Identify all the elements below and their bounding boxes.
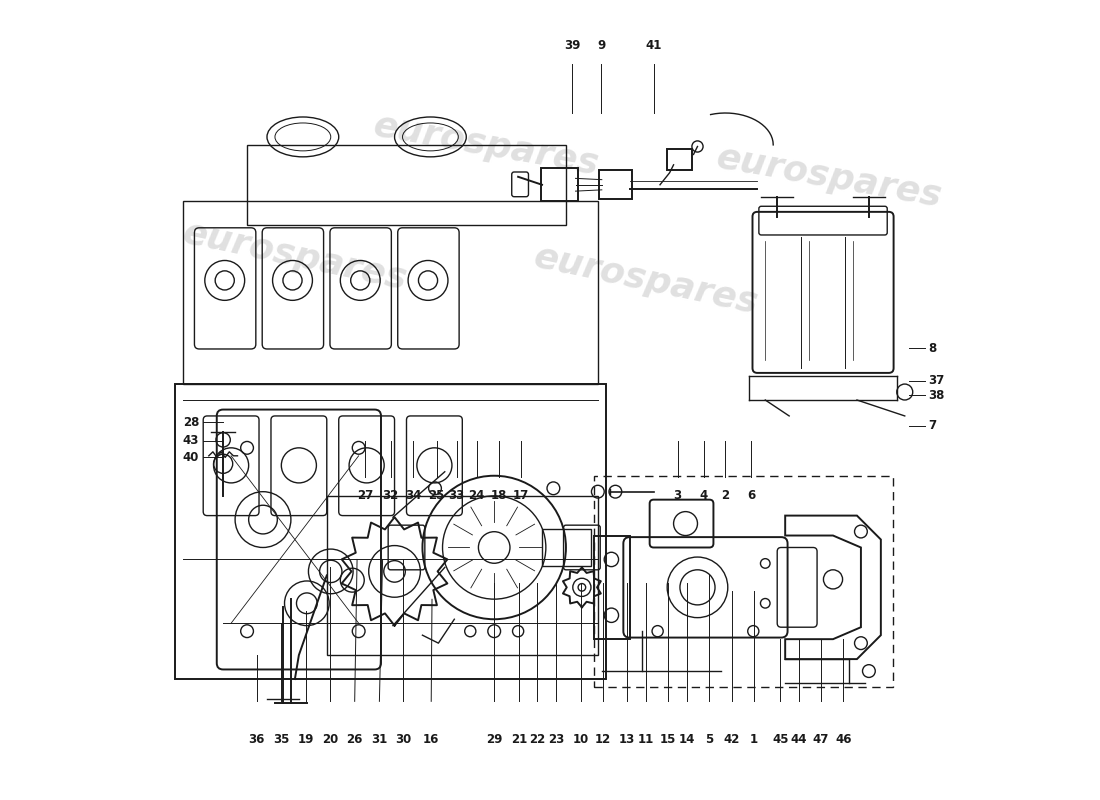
Text: 33: 33 [449,490,465,502]
Text: 20: 20 [322,734,338,746]
Text: 35: 35 [273,734,289,746]
Text: 40: 40 [183,451,199,464]
Text: 10: 10 [573,734,590,746]
Text: 26: 26 [346,734,363,746]
Text: 4: 4 [700,490,708,502]
Text: 9: 9 [597,39,605,53]
Text: 2: 2 [722,490,729,502]
Text: 39: 39 [564,39,581,53]
Text: 28: 28 [183,416,199,429]
Text: 32: 32 [383,490,398,502]
Text: 37: 37 [928,374,945,387]
Text: 25: 25 [429,490,446,502]
Text: 23: 23 [548,734,564,746]
Text: 21: 21 [510,734,527,746]
Text: 46: 46 [835,734,851,746]
Text: eurospares: eurospares [530,240,761,321]
Text: 12: 12 [594,734,610,746]
Text: eurospares: eurospares [371,108,602,182]
Text: 11: 11 [638,734,653,746]
Text: eurospares: eurospares [179,216,410,297]
Text: 18: 18 [491,490,507,502]
Text: eurospares: eurospares [714,140,945,214]
Text: 27: 27 [356,490,373,502]
Text: 1: 1 [750,734,758,746]
Text: 16: 16 [424,734,439,746]
Text: 45: 45 [772,734,789,746]
Text: 19: 19 [298,734,315,746]
Text: 47: 47 [813,734,829,746]
Text: 34: 34 [405,490,421,502]
Text: 6: 6 [747,490,755,502]
Text: 17: 17 [514,490,529,502]
Text: 38: 38 [928,389,945,402]
Text: 36: 36 [249,734,265,746]
Text: 22: 22 [529,734,546,746]
Text: 8: 8 [928,342,937,354]
Text: 7: 7 [928,419,937,432]
Text: 14: 14 [679,734,695,746]
Text: 42: 42 [724,734,740,746]
Text: 3: 3 [673,490,682,502]
Text: 41: 41 [646,39,662,53]
Text: 29: 29 [486,734,503,746]
Text: 15: 15 [660,734,676,746]
Text: 24: 24 [469,490,485,502]
Text: 5: 5 [705,734,714,746]
Text: 30: 30 [395,734,411,746]
Text: 13: 13 [618,734,635,746]
Text: 44: 44 [791,734,807,746]
Text: 31: 31 [372,734,387,746]
Text: 43: 43 [183,434,199,447]
